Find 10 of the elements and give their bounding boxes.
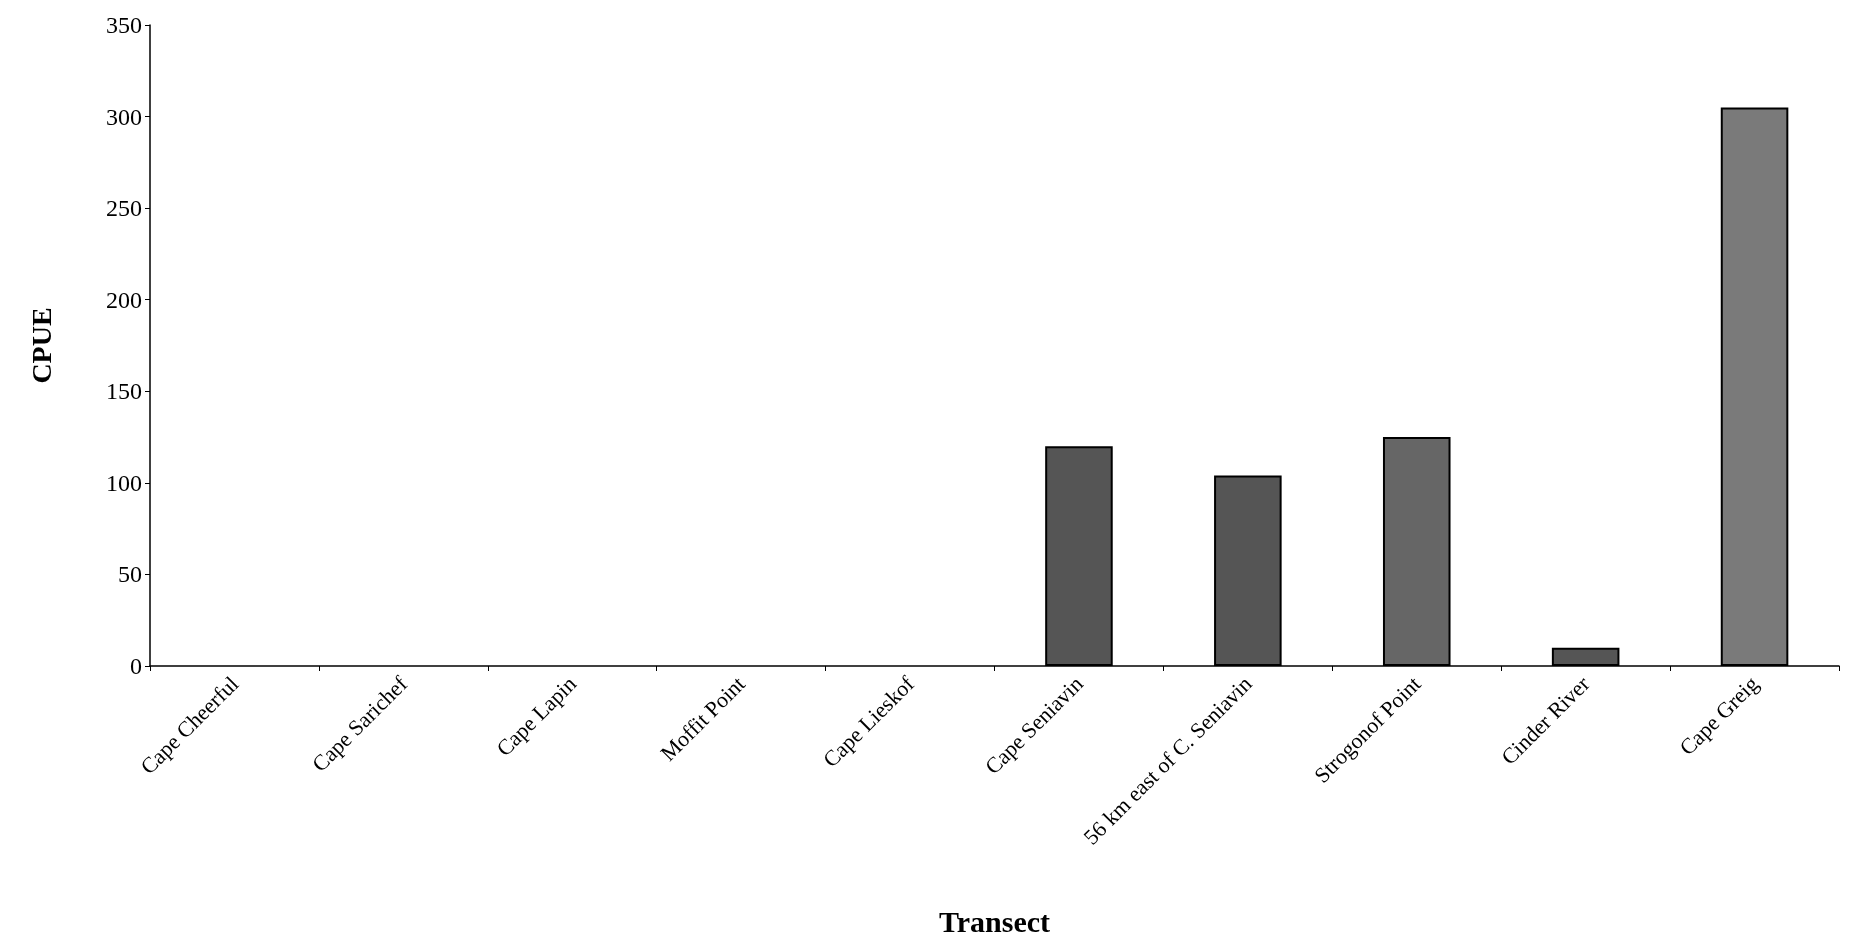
y-tick-label: 150 [106,378,142,405]
y-tick-label: 350 [106,12,142,38]
y-tick-label: 0 [130,653,142,679]
y-tick-label: 250 [106,195,142,222]
y-tick-label: 50 [118,561,142,588]
y-tick-label: 100 [106,469,142,496]
y-axis-title: CPUE [25,307,57,384]
x-axis-title: Transect [938,904,1051,938]
y-tick-label: 300 [106,103,142,130]
y-tick-label: 200 [106,286,142,313]
